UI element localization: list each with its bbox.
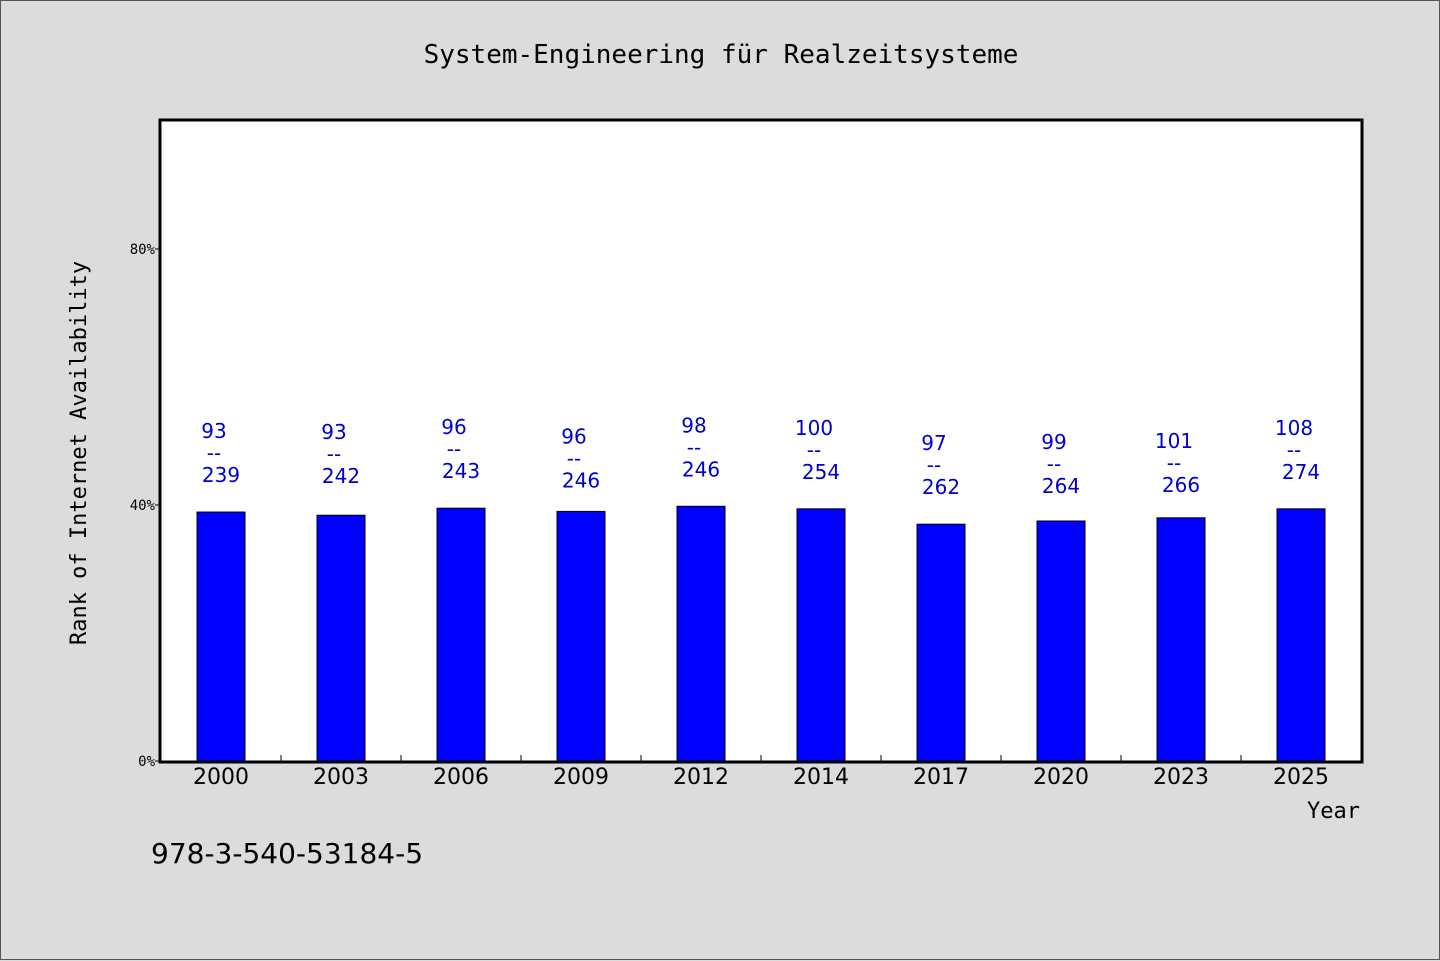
data-label-top: 96 xyxy=(441,415,466,439)
data-label-top: 101 xyxy=(1155,429,1193,453)
data-label: 93--239 xyxy=(201,419,240,487)
data-label-top: 108 xyxy=(1275,416,1313,440)
data-label-top: 93 xyxy=(201,419,226,443)
x-tick-label: 2000 xyxy=(193,765,249,790)
data-label-bottom: 264 xyxy=(1042,474,1080,498)
y-axis-ticks: 0% 40% 80% xyxy=(130,242,161,770)
bar xyxy=(676,505,726,762)
data-label-top: 98 xyxy=(681,413,706,437)
x-tick-label: 2006 xyxy=(433,765,489,790)
data-label-top: 93 xyxy=(321,420,346,444)
bar-series xyxy=(196,505,1326,762)
chart-title: System-Engineering für Realzeitsysteme xyxy=(424,40,1019,70)
data-labels: 93--23993--24296--24396--24698--246100--… xyxy=(201,413,1320,499)
x-tick-label: 2009 xyxy=(553,765,609,790)
y-tick-label: 0% xyxy=(138,754,155,770)
data-label-separator: -- xyxy=(1047,452,1061,476)
data-label: 96--243 xyxy=(441,415,480,483)
data-label-top: 100 xyxy=(795,416,833,440)
x-tick-label: 2020 xyxy=(1033,765,1089,790)
data-label-separator: -- xyxy=(1167,451,1181,475)
x-tick-label: 2025 xyxy=(1273,765,1329,790)
bar xyxy=(316,514,366,762)
data-label: 98--246 xyxy=(681,413,720,481)
x-tick-label: 2012 xyxy=(673,765,729,790)
isbn-footer: 978-3-540-53184-5 xyxy=(151,837,423,870)
x-axis-ticks: 2000 2003 2006 2009 2012 2014 2017 2020 2023 2025 xyxy=(193,755,1329,790)
data-label-bottom: 246 xyxy=(682,457,720,481)
data-label-top: 97 xyxy=(921,431,946,455)
x-tick-label: 2003 xyxy=(313,765,369,790)
bar xyxy=(1036,520,1086,762)
data-label: 100--254 xyxy=(795,416,840,484)
data-label-separator: -- xyxy=(807,438,821,462)
data-label: 108--274 xyxy=(1275,416,1320,484)
data-label-bottom: 242 xyxy=(322,464,360,488)
data-label: 99--264 xyxy=(1041,430,1080,498)
data-label: 101--266 xyxy=(1155,429,1200,497)
data-label-top: 96 xyxy=(561,424,586,448)
bar xyxy=(556,510,606,762)
x-tick-label: 2014 xyxy=(793,765,849,790)
data-label-separator: -- xyxy=(447,437,461,461)
data-label-bottom: 239 xyxy=(202,463,240,487)
bar xyxy=(916,523,966,762)
y-tick-label: 80% xyxy=(130,242,156,258)
bar xyxy=(1156,517,1206,762)
x-tick-label: 2023 xyxy=(1153,765,1209,790)
data-label-separator: -- xyxy=(1287,438,1301,462)
data-label-bottom: 246 xyxy=(562,468,600,492)
data-label: 97--262 xyxy=(921,431,960,499)
data-label-separator: -- xyxy=(927,453,941,477)
data-label-separator: -- xyxy=(567,446,581,470)
data-label: 93--242 xyxy=(321,420,360,488)
data-label-bottom: 243 xyxy=(442,459,480,483)
y-axis-label: Rank of Internet Availability xyxy=(67,261,92,645)
data-label-separator: -- xyxy=(687,435,701,459)
bar xyxy=(796,508,846,762)
bar xyxy=(196,511,246,762)
data-label-separator: -- xyxy=(327,442,341,466)
y-tick-label: 40% xyxy=(130,498,156,514)
data-label-top: 99 xyxy=(1041,430,1066,454)
x-axis-label: Year xyxy=(1307,799,1360,824)
bar xyxy=(1276,508,1326,762)
data-label: 96--246 xyxy=(561,424,600,492)
data-label-bottom: 254 xyxy=(802,460,840,484)
bar xyxy=(436,507,486,762)
data-label-separator: -- xyxy=(207,441,221,465)
data-label-bottom: 266 xyxy=(1162,473,1200,497)
x-tick-label: 2017 xyxy=(913,765,969,790)
data-label-bottom: 274 xyxy=(1282,460,1320,484)
data-label-bottom: 262 xyxy=(922,475,960,499)
